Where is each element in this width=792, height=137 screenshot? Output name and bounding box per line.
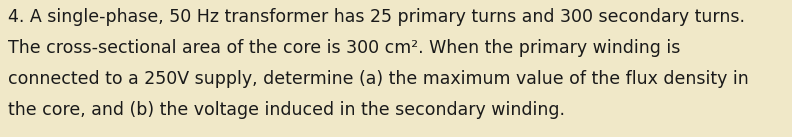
Text: the core, and (b) the voltage induced in the secondary winding.: the core, and (b) the voltage induced in… [8,101,565,119]
Text: The cross-sectional area of the core is 300 cm². When the primary winding is: The cross-sectional area of the core is … [8,39,680,57]
Text: 4. A single-phase, 50 Hz transformer has 25 primary turns and 300 secondary turn: 4. A single-phase, 50 Hz transformer has… [8,8,745,26]
Text: connected to a 250V supply, determine (a) the maximum value of the flux density : connected to a 250V supply, determine (a… [8,70,748,88]
